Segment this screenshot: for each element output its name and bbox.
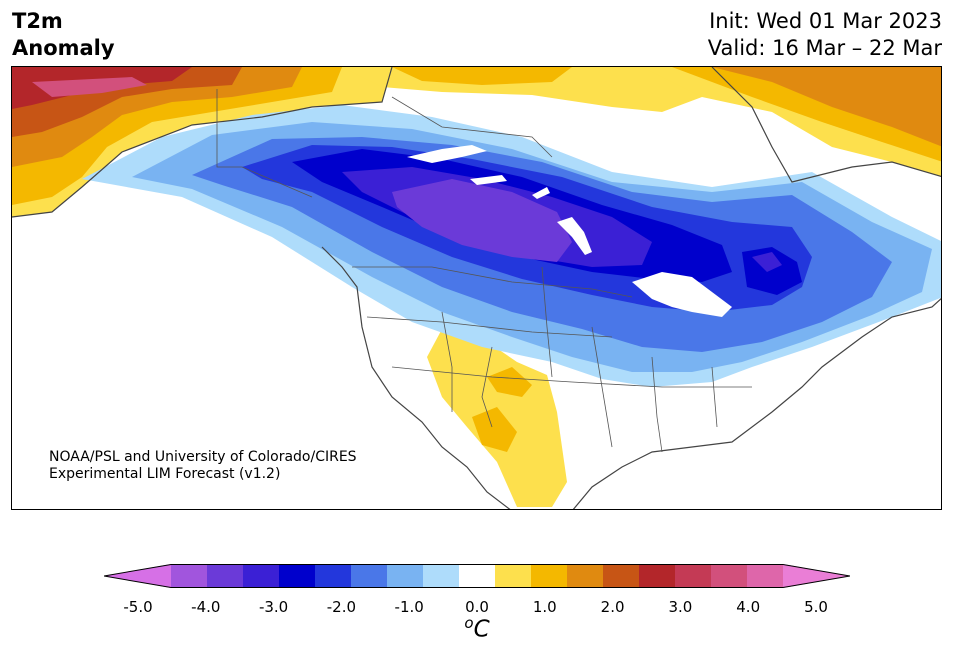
lake-athabasca: [532, 187, 550, 199]
colorbar-tick-label: 5.0: [804, 598, 828, 616]
map-title: T2m Anomaly: [12, 8, 115, 62]
colorbar-tick-label: -1.0: [394, 598, 424, 616]
colorbar-bin: [711, 564, 748, 588]
colorbar-tick-label: 1.0: [532, 598, 557, 616]
credit-line-1: NOAA/PSL and University of Colorado/CIRE…: [49, 449, 357, 465]
colorbar-bin: [243, 564, 280, 588]
warm-contour-alaska-6: [32, 77, 147, 97]
forecast-dates: Init: Wed 01 Mar 2023 Valid: 16 Mar – 22…: [708, 8, 942, 62]
colorbar-tick-label: -5.0: [123, 598, 153, 616]
great-slave-lake: [470, 175, 507, 185]
cold-contour-quebec-core: [752, 252, 782, 272]
colorbar-bin: [423, 564, 460, 588]
lake-winnipeg: [557, 217, 592, 255]
cold-contour-7: [392, 179, 572, 262]
colorbar-tick-label: 0.0: [465, 598, 489, 616]
warm-contour-southwest-2: [487, 367, 532, 397]
colorbar-bin: [747, 564, 784, 588]
colorbar-tick-label: -4.0: [191, 598, 221, 616]
valid-range: Valid: 16 Mar – 22 Mar: [707, 36, 942, 60]
colorbar-tick-label: 2.0: [600, 598, 625, 616]
title-line-1: T2m: [12, 9, 63, 33]
colorbar-bin: [495, 564, 532, 588]
colorbar-arrow-high: [783, 564, 850, 588]
colorbar-tick-label: -2.0: [326, 598, 357, 616]
colorbar-units: oC: [464, 614, 489, 643]
great-lakes: [632, 272, 732, 317]
colorbar-bin: [351, 564, 388, 588]
colorbar-bin: [603, 564, 640, 588]
anomaly-map: NOAA/PSL and University of Colorado/CIRE…: [11, 66, 942, 510]
colorbar-bin: [207, 564, 244, 588]
colorbar-bin: [459, 564, 496, 588]
colorbar-outline: [104, 564, 850, 588]
units-letter: C: [473, 616, 490, 643]
colorbar-tick-label: -3.0: [258, 598, 289, 616]
colorbar-bin: [639, 564, 676, 588]
map-canvas: [12, 67, 941, 509]
warm-contour-southwest-3: [472, 407, 517, 452]
great-bear-lake: [407, 145, 487, 163]
colorbar-bin: [279, 564, 316, 588]
warm-contour-arctic-2: [392, 67, 572, 85]
init-date: Init: Wed 01 Mar 2023: [709, 9, 942, 33]
units-degree: o: [464, 614, 474, 632]
title-line-2: Anomaly: [12, 36, 115, 60]
colorbar-bin: [675, 564, 712, 588]
colorbar-bin: [315, 564, 352, 588]
warm-contour-greenland-3: [712, 67, 941, 147]
political-borders: [216, 89, 752, 453]
colorbar-tick-label: 3.0: [668, 598, 693, 616]
colorbar-bin: [567, 564, 604, 588]
credit-line-2: Experimental LIM Forecast (v1.2): [49, 466, 281, 482]
colorbar-bin: [531, 564, 568, 588]
colorbar-bin: [171, 564, 208, 588]
colorbar-tick-label: 4.0: [736, 598, 761, 616]
colorbar-bin: [387, 564, 424, 588]
credit-text: NOAA/PSL and University of Colorado/CIRE…: [49, 449, 357, 483]
colorbar-arrow-low: [104, 564, 171, 588]
colorbar: [104, 564, 850, 588]
coastlines: [12, 67, 941, 509]
